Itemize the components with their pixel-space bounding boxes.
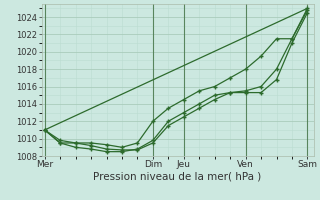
X-axis label: Pression niveau de la mer( hPa ): Pression niveau de la mer( hPa ) [93,172,262,182]
